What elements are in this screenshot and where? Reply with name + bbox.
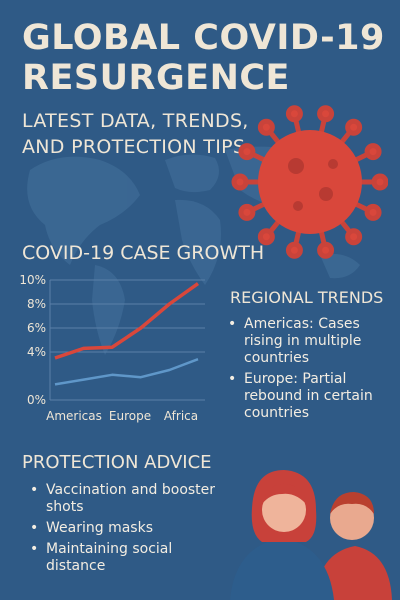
virus-icon bbox=[231, 105, 388, 259]
people-icon bbox=[230, 470, 392, 600]
virus-spike-tip bbox=[285, 241, 303, 259]
title-line-1: GLOBAL COVID-19 bbox=[22, 18, 385, 58]
virus-spike-tip bbox=[371, 173, 388, 191]
case-growth-chart: 10% 8% 6% 4% 0% Americas Europe Africa bbox=[19, 273, 205, 423]
y-tick-label: 0% bbox=[27, 393, 46, 407]
virus-spike-tip bbox=[285, 105, 303, 123]
virus-spike-tip bbox=[238, 203, 256, 221]
virus-spike-tip bbox=[317, 105, 335, 123]
subtitle-line-1: LATEST DATA, TRENDS, bbox=[22, 110, 249, 132]
virus-spike-tip bbox=[257, 228, 275, 246]
regional-trends-list: Americas: Cases rising in multiple count… bbox=[228, 316, 393, 426]
page-subtitle: LATEST DATA, TRENDS, AND PROTECTION TIPS bbox=[22, 108, 249, 160]
x-tick-label: Africa bbox=[164, 409, 198, 423]
list-item: Americas: Cases rising in multiple count… bbox=[228, 316, 393, 367]
virus-spike-tip bbox=[238, 143, 256, 161]
x-tick-label: Europe bbox=[109, 409, 151, 423]
x-tick-label: Americas bbox=[46, 409, 102, 423]
page-title: GLOBAL COVID-19 RESURGENCE bbox=[22, 18, 385, 98]
list-item: Vaccination and booster shots bbox=[30, 482, 220, 516]
virus-spike-tip bbox=[317, 241, 335, 259]
protection-advice-list: Vaccination and booster shots Wearing ma… bbox=[30, 482, 220, 579]
virus-spike-tip bbox=[364, 143, 382, 161]
virus-spike-tip bbox=[345, 118, 363, 136]
regional-trends-title: REGIONAL TRENDS bbox=[230, 288, 384, 307]
virus-spike-tip bbox=[364, 203, 382, 221]
virus-spike-tip bbox=[257, 118, 275, 136]
list-item: Wearing masks bbox=[30, 520, 220, 537]
title-line-2: RESURGENCE bbox=[22, 58, 290, 98]
y-tick-label: 10% bbox=[19, 273, 46, 287]
y-tick-label: 6% bbox=[27, 321, 46, 335]
y-tick-label: 8% bbox=[27, 297, 46, 311]
series-line-2 bbox=[54, 358, 199, 386]
y-tick-label: 4% bbox=[27, 345, 46, 359]
subtitle-line-2: AND PROTECTION TIPS bbox=[22, 136, 246, 158]
virus-spike-tip bbox=[231, 173, 249, 191]
chart-title: COVID-19 CASE GROWTH bbox=[22, 242, 265, 264]
series-line-1 bbox=[54, 282, 200, 360]
list-item: Maintaining social distance bbox=[30, 541, 220, 575]
virus-spike-tip bbox=[345, 228, 363, 246]
protection-advice-title: PROTECTION ADVICE bbox=[22, 452, 212, 473]
list-item: Europe: Partial rebound in certain count… bbox=[228, 371, 393, 422]
